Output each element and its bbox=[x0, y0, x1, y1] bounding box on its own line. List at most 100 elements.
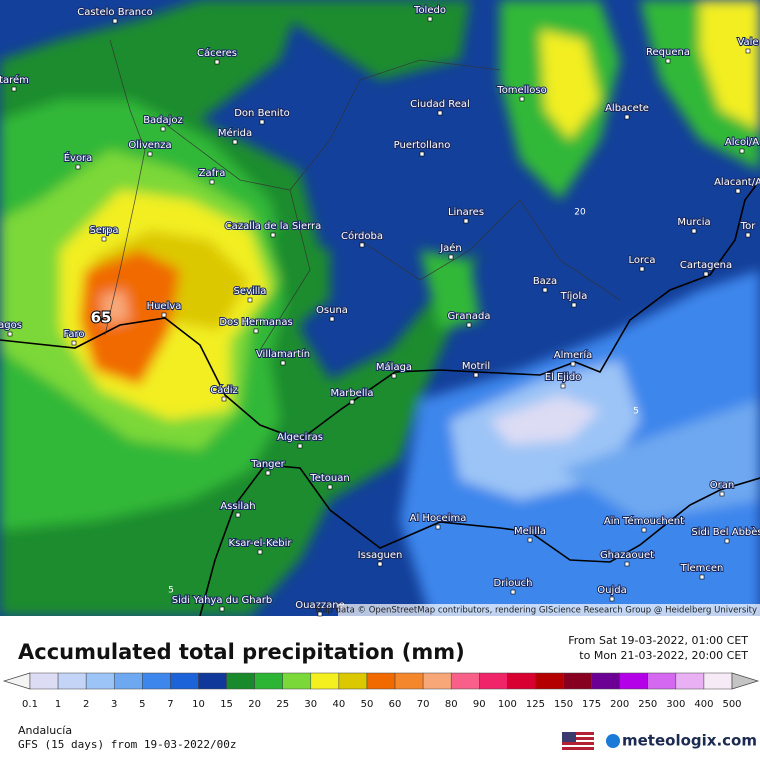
colorbar-label: 175 bbox=[582, 699, 601, 710]
colorbar-box bbox=[591, 672, 620, 690]
city-label: Granada bbox=[448, 311, 491, 322]
city-label: El Ejido bbox=[545, 372, 582, 383]
city-marker bbox=[317, 611, 323, 617]
city-label: Olivenza bbox=[128, 140, 171, 151]
city-label: agos bbox=[0, 320, 22, 331]
city-label: Almería bbox=[554, 349, 593, 361]
contour-label: 20 bbox=[574, 208, 586, 218]
flag bbox=[562, 732, 594, 750]
city-label: Puertollano bbox=[394, 140, 451, 151]
city-marker bbox=[75, 164, 81, 170]
colorbar-label: 70 bbox=[417, 699, 430, 710]
city-marker bbox=[641, 527, 647, 533]
period-to: to Mon 21-03-2022, 20:00 CET bbox=[579, 649, 748, 662]
city-marker bbox=[609, 596, 615, 602]
colorbar-box bbox=[507, 672, 536, 690]
city-marker bbox=[219, 606, 225, 612]
colorbar-box bbox=[535, 672, 564, 690]
colorbar-label: 0.1 bbox=[22, 699, 38, 710]
city-marker bbox=[448, 254, 454, 260]
city-marker bbox=[327, 484, 333, 490]
city-marker bbox=[161, 312, 167, 318]
contour-label: 65 bbox=[91, 309, 112, 327]
colorbar-box bbox=[29, 672, 59, 690]
colorbar-label: 300 bbox=[666, 699, 685, 710]
city-marker bbox=[160, 126, 166, 132]
city-label: Sidi Yahya du Gharb bbox=[172, 595, 272, 606]
city-label: Don Benito bbox=[234, 108, 290, 119]
colorbar-box bbox=[450, 672, 480, 690]
city-marker bbox=[377, 561, 383, 567]
city-label: Tanger bbox=[250, 459, 285, 470]
city-label: Marbella bbox=[330, 388, 373, 399]
city-label: Osuna bbox=[316, 305, 348, 316]
city-label: Ghazaouet bbox=[600, 550, 654, 561]
city-marker bbox=[466, 322, 472, 328]
colorbar-label: 250 bbox=[638, 699, 657, 710]
city-label: Requena bbox=[646, 47, 690, 58]
colorbar-box bbox=[563, 672, 592, 690]
city-marker bbox=[437, 110, 443, 116]
city-label: Lorca bbox=[628, 255, 655, 266]
city-label: Córdoba bbox=[341, 230, 383, 242]
colorbar-box bbox=[310, 672, 340, 690]
model-run: GFS (15 days) from 19-03-2022/00z bbox=[18, 738, 237, 751]
city-marker bbox=[359, 242, 365, 248]
colorbar-box bbox=[170, 672, 199, 690]
city-marker bbox=[101, 236, 107, 242]
city-label: Baza bbox=[533, 276, 557, 287]
colorbar-label: 100 bbox=[498, 699, 517, 710]
city-label: Tíjola bbox=[560, 290, 588, 302]
city-marker bbox=[349, 399, 355, 405]
city-marker bbox=[703, 271, 709, 277]
colorbar-label: 50 bbox=[361, 699, 374, 710]
city-marker bbox=[435, 524, 441, 530]
colorbar-label: 500 bbox=[722, 699, 741, 710]
city-label: Ouazzane bbox=[295, 600, 344, 611]
colorbar-box bbox=[142, 672, 171, 690]
city-marker bbox=[463, 218, 469, 224]
city-marker bbox=[560, 383, 566, 389]
city-label: Cartagena bbox=[680, 260, 732, 271]
colorbar-box bbox=[394, 672, 424, 690]
region: Andalucía bbox=[18, 724, 72, 737]
city-label: Sidi Bel Abbès bbox=[691, 526, 760, 538]
colorbar-box bbox=[619, 672, 649, 690]
city-label: Málaga bbox=[376, 361, 412, 373]
city-label: Toledo bbox=[413, 5, 446, 16]
city-marker bbox=[699, 574, 705, 580]
city-label: Serpa bbox=[89, 225, 118, 236]
city-marker bbox=[735, 188, 741, 194]
city-label: Linares bbox=[448, 207, 484, 218]
colorbar-box bbox=[254, 672, 283, 690]
colorbar-label: 25 bbox=[276, 699, 289, 710]
city-marker bbox=[665, 58, 671, 64]
coastline bbox=[0, 179, 760, 616]
city-marker bbox=[691, 228, 697, 234]
colorbar-label: 150 bbox=[554, 699, 573, 710]
colorbar-arrow-high bbox=[731, 672, 760, 690]
city-label: Badajoz bbox=[143, 115, 183, 126]
city-marker bbox=[270, 232, 276, 238]
city-marker bbox=[570, 361, 576, 367]
city-label: Faro bbox=[64, 329, 85, 340]
brand: meteologix.com bbox=[622, 732, 757, 750]
city-marker bbox=[297, 443, 303, 449]
colorbar-label: 10 bbox=[192, 699, 205, 710]
colorbar-box bbox=[647, 672, 677, 690]
city-label: Oujda bbox=[597, 585, 626, 596]
city-marker bbox=[624, 114, 630, 120]
period-from: From Sat 19-03-2022, 01:00 CET bbox=[568, 634, 748, 647]
city-marker bbox=[745, 48, 751, 54]
city-label: Driouch bbox=[494, 578, 533, 589]
city-label: Ksar-el-Kebir bbox=[229, 538, 293, 549]
city-marker bbox=[259, 119, 265, 125]
city-label: Tor bbox=[740, 221, 757, 232]
city-label: Vale bbox=[737, 37, 758, 48]
city-label: Tomelloso bbox=[496, 85, 546, 96]
city-marker bbox=[427, 16, 433, 22]
city-labels: Castelo Branco Toledo Cáceres Requena Vale ta… bbox=[0, 4, 760, 617]
colorbar-label: 3 bbox=[111, 699, 117, 710]
city-label: Al Hoceima bbox=[410, 513, 467, 524]
